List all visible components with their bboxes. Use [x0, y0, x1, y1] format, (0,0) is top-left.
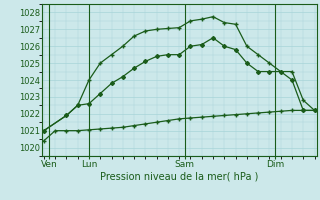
- X-axis label: Pression niveau de la mer( hPa ): Pression niveau de la mer( hPa ): [100, 172, 258, 182]
